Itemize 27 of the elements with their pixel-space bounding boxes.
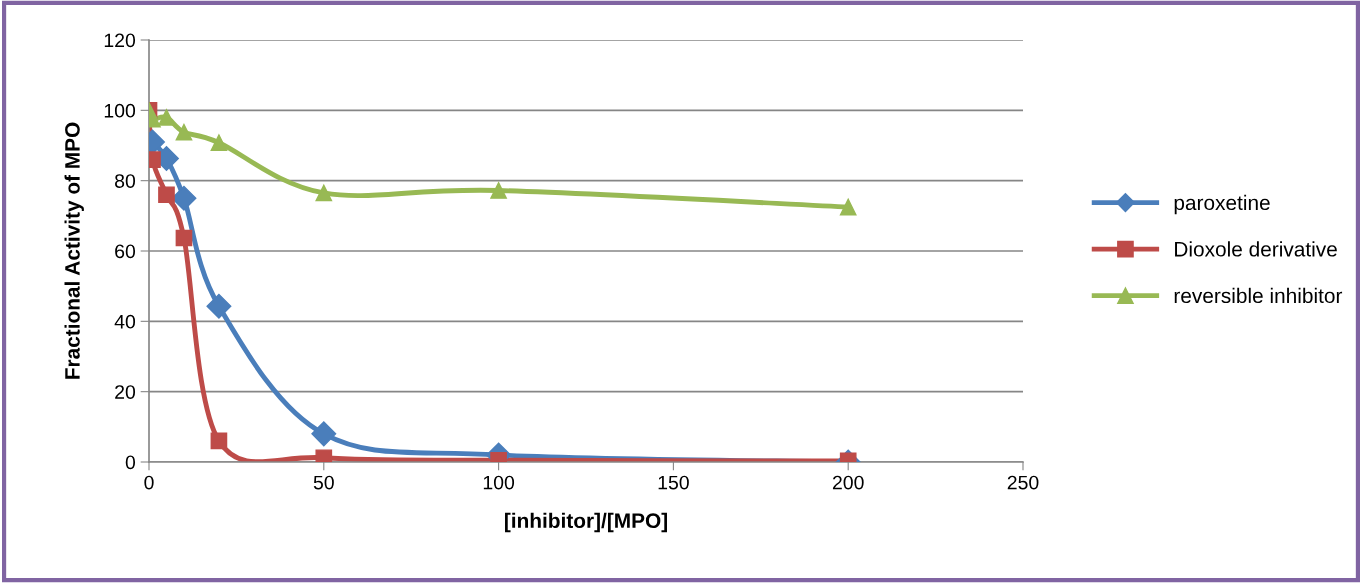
y-tick-label: 80: [115, 174, 136, 188]
point: [158, 186, 175, 204]
x-tick-label: 100: [483, 475, 515, 490]
y-tick-label: 20: [115, 385, 136, 399]
x-tick-label: 250: [1007, 475, 1039, 490]
x-tick-label: 200: [832, 475, 864, 490]
point: [210, 134, 228, 152]
x-tick-label: 0: [144, 475, 154, 490]
point: [158, 109, 175, 126]
y-tick-label: 120: [104, 33, 136, 48]
point: [490, 182, 507, 199]
y-tick-label: 100: [104, 103, 136, 118]
point: [175, 229, 193, 247]
x-tick-label: 50: [313, 475, 334, 490]
legend-label: reversible inhibitor: [1174, 287, 1343, 304]
y-tick-label: 60: [115, 244, 136, 259]
point: [839, 198, 857, 216]
legend-label: Dioxole derivative: [1175, 241, 1337, 257]
x-tick-label: 150: [658, 475, 689, 490]
y-tick-label: 0: [125, 455, 136, 470]
point: [175, 123, 193, 141]
legend-label: paroxetine: [1174, 194, 1270, 215]
y-tick-label: 40: [114, 314, 136, 329]
point: [315, 184, 333, 202]
point: [206, 293, 232, 319]
x-axis-title: [inhibitor]/[MPO]: [505, 512, 667, 533]
y-axis-title: Fractional Activity of MPO: [64, 122, 84, 379]
